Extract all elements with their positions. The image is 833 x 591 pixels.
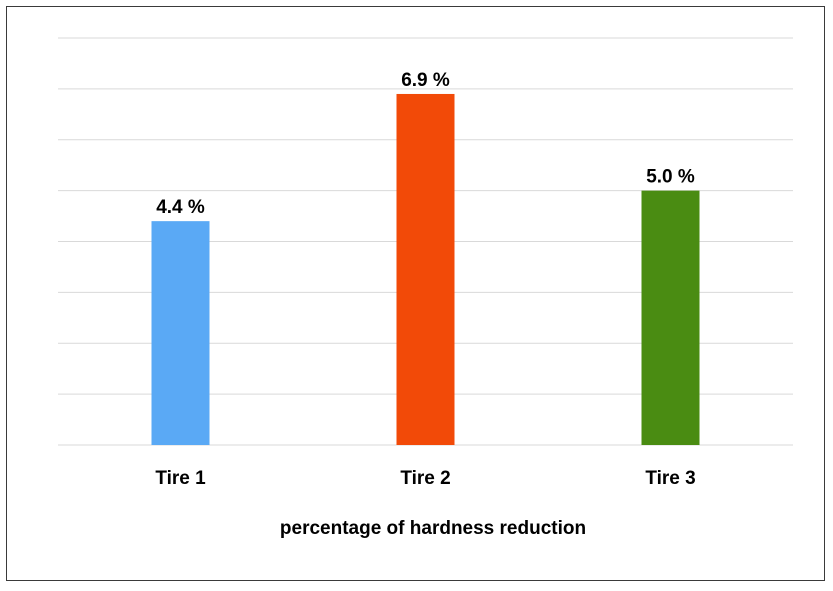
category-labels: Tire 1 Tire 2 Tire 3 (155, 468, 695, 489)
category-label: Tire 3 (645, 468, 695, 489)
value-label: 6.9 % (401, 70, 450, 91)
bar-tire-3 (641, 190, 700, 445)
value-labels: 4.4 % 6.9 % 5.0 % (156, 70, 695, 218)
x-axis-label: percentage of hardness reduction (280, 518, 586, 539)
bar-tire-1 (151, 221, 210, 445)
category-label: Tire 2 (400, 468, 450, 489)
value-label: 4.4 % (156, 197, 205, 218)
category-label: Tire 1 (155, 468, 206, 489)
value-label: 5.0 % (646, 167, 695, 188)
bar-tire-2 (396, 93, 455, 446)
bars (151, 93, 700, 446)
